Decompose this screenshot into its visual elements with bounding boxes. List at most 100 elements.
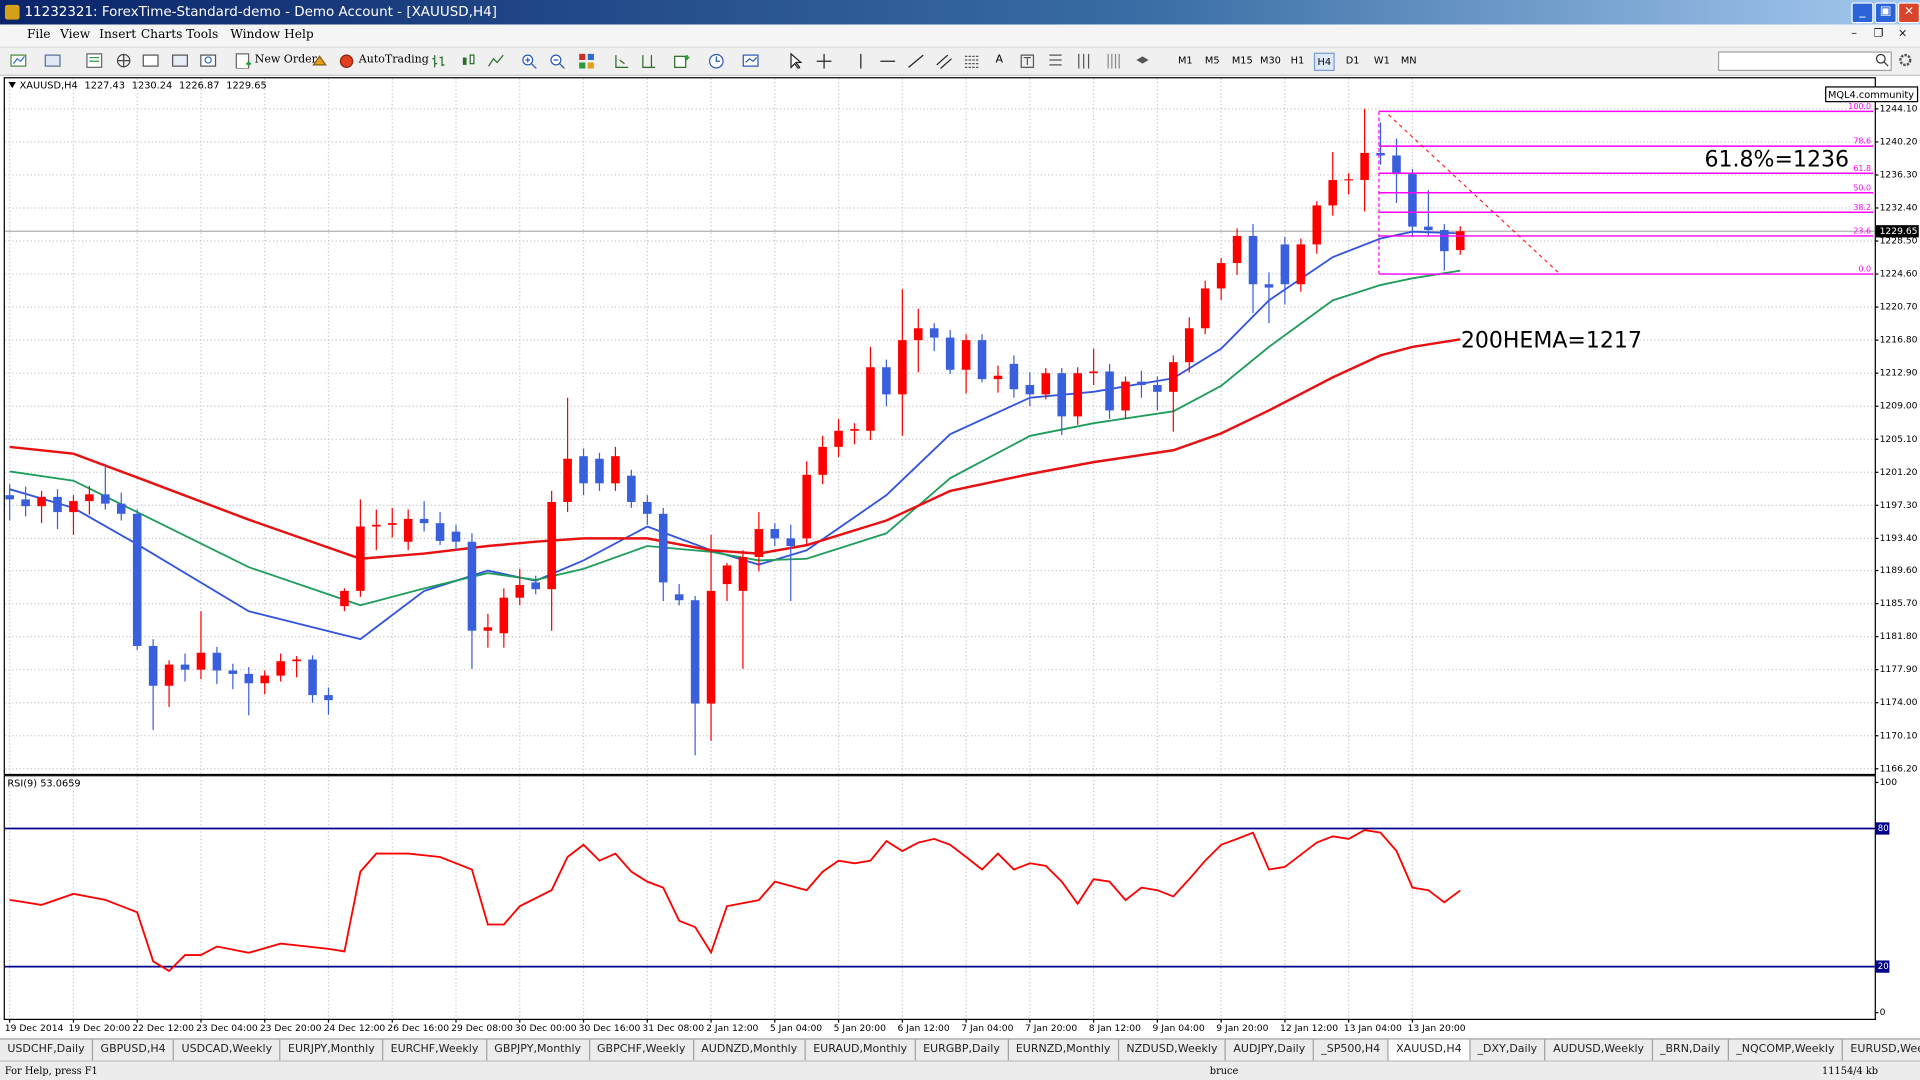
mdi-close[interactable]: × bbox=[1897, 28, 1908, 41]
new-chart-icon[interactable] bbox=[10, 53, 27, 69]
candles-icon[interactable] bbox=[459, 53, 476, 69]
navigator-icon[interactable] bbox=[115, 53, 132, 69]
menu-item[interactable]: Tools bbox=[186, 28, 219, 42]
y-tick-label: 1212.90 bbox=[1880, 368, 1918, 379]
menu-item[interactable]: File bbox=[26, 28, 51, 42]
fibo-icon[interactable] bbox=[964, 53, 981, 69]
templates-icon[interactable] bbox=[742, 53, 759, 69]
chart-shift-icon[interactable] bbox=[639, 53, 656, 69]
chart-tab[interactable]: _NQCOMP,Weekly bbox=[1729, 1039, 1844, 1062]
autoscroll-icon[interactable] bbox=[612, 53, 629, 69]
candle-body bbox=[85, 494, 94, 502]
new-order-icon[interactable] bbox=[235, 53, 252, 69]
y-tick-label: 1197.30 bbox=[1880, 500, 1918, 511]
indicators-icon[interactable] bbox=[673, 53, 690, 69]
vertical-line-icon[interactable] bbox=[852, 53, 869, 69]
chart-tab[interactable]: NZDUSD,Weekly bbox=[1119, 1039, 1227, 1062]
candle-body bbox=[483, 627, 493, 631]
chart-tab[interactable]: _SP500,H4 bbox=[1314, 1039, 1389, 1062]
timeframe-button[interactable]: H1 bbox=[1290, 55, 1305, 67]
line-chart-icon[interactable] bbox=[487, 53, 504, 69]
cursor-icon[interactable] bbox=[786, 52, 803, 69]
timeframe-button[interactable]: M5 bbox=[1204, 55, 1220, 67]
chart-tab[interactable]: USDCAD,Weekly bbox=[174, 1039, 281, 1062]
menu-item[interactable]: Window bbox=[230, 28, 281, 42]
candle-body bbox=[1105, 371, 1114, 411]
autotrading-button[interactable]: AutoTrading bbox=[358, 53, 429, 67]
menu-item[interactable]: View bbox=[60, 28, 91, 42]
zoom-in-icon[interactable] bbox=[520, 53, 537, 69]
chart-tab[interactable]: EURGBP,Daily bbox=[916, 1039, 1009, 1062]
chart-tab[interactable]: USDCHF,Daily bbox=[0, 1039, 94, 1062]
chart-tab[interactable]: EURCHF,Weekly bbox=[383, 1039, 487, 1062]
chart-tab[interactable]: GBPJPY,Monthly bbox=[487, 1039, 590, 1062]
candle-body bbox=[1376, 152, 1385, 156]
mdi-restore[interactable]: ❐ bbox=[1873, 28, 1884, 41]
candle-body bbox=[116, 503, 126, 514]
crosshair-icon[interactable] bbox=[816, 53, 833, 69]
periods-icon[interactable] bbox=[708, 53, 725, 69]
menu-item[interactable]: Insert bbox=[99, 28, 137, 42]
y-tick-label: 1232.40 bbox=[1880, 202, 1918, 213]
minimize-button[interactable]: _ bbox=[1851, 2, 1874, 24]
symbol-menu-arrow[interactable] bbox=[8, 82, 16, 89]
timeframe-button[interactable]: M1 bbox=[1177, 55, 1193, 67]
market-watch-icon[interactable] bbox=[86, 53, 103, 69]
zoom-out-icon[interactable] bbox=[549, 53, 566, 69]
horizontal-line-icon[interactable] bbox=[879, 53, 896, 69]
timeframe-button[interactable]: MN bbox=[1400, 55, 1417, 67]
zoom-icon[interactable] bbox=[200, 53, 217, 69]
candle-body bbox=[913, 328, 923, 341]
x-tick-label: 19 Dec 2014 bbox=[5, 1023, 64, 1034]
timeframe-button[interactable]: M30 bbox=[1260, 55, 1281, 67]
badge[interactable]: MQL4.community bbox=[1828, 90, 1914, 101]
candle-body bbox=[658, 513, 668, 583]
timeframe-button[interactable]: M15 bbox=[1231, 55, 1253, 67]
chart-tab[interactable]: EURJPY,Monthly bbox=[281, 1039, 384, 1062]
chart-tab[interactable]: XAUUSD,H4 bbox=[1388, 1039, 1471, 1062]
chart-tab[interactable]: _DXY,Daily bbox=[1470, 1039, 1546, 1062]
menu-item[interactable]: Charts bbox=[140, 28, 183, 42]
objects-icon[interactable] bbox=[1134, 53, 1151, 69]
chart-tab[interactable]: EURUSD,Weekly bbox=[1843, 1040, 1920, 1062]
candle-body bbox=[387, 523, 397, 525]
timeframe-button[interactable]: W1 bbox=[1373, 55, 1390, 67]
metaeditor-icon[interactable] bbox=[311, 53, 328, 69]
chart-tab[interactable]: _BRN,Daily bbox=[1653, 1039, 1729, 1062]
tester-icon[interactable] bbox=[171, 53, 188, 69]
chart-tab[interactable]: EURNZD,Monthly bbox=[1008, 1039, 1120, 1062]
grid-icon[interactable] bbox=[1104, 53, 1121, 69]
close-button[interactable]: × bbox=[1897, 2, 1920, 24]
badge-box[interactable] bbox=[1825, 86, 1919, 103]
y-tick-label: 1216.80 bbox=[1880, 335, 1918, 346]
chart-tab[interactable]: EURAUD,Monthly bbox=[806, 1039, 916, 1062]
chart-tab[interactable]: AUDJPY,Daily bbox=[1226, 1039, 1314, 1062]
timeframe-button[interactable]: D1 bbox=[1345, 55, 1360, 67]
chart-tab[interactable]: GBPUSD,H4 bbox=[93, 1039, 175, 1062]
settings-icon[interactable] bbox=[1897, 51, 1914, 67]
search-box[interactable] bbox=[1717, 51, 1892, 72]
rsi-level-label: 80 bbox=[1878, 824, 1889, 834]
chart-tab[interactable]: AUDUSD,Weekly bbox=[1546, 1039, 1653, 1062]
chart-tab[interactable]: GBPCHF,Weekly bbox=[590, 1039, 694, 1062]
trendline-icon[interactable] bbox=[907, 53, 924, 69]
candle-body bbox=[1296, 244, 1306, 285]
timeframe-button[interactable]: H4 bbox=[1313, 52, 1335, 72]
candle-body bbox=[1264, 284, 1274, 288]
channel-icon[interactable] bbox=[936, 53, 953, 69]
mdi-minimize[interactable]: – bbox=[1851, 28, 1857, 41]
terminal-icon[interactable] bbox=[142, 53, 159, 69]
chart-tab[interactable]: AUDNZD,Monthly bbox=[694, 1039, 806, 1062]
new-order-button[interactable]: New Order bbox=[254, 53, 317, 67]
maximize-button[interactable]: ▣ bbox=[1874, 2, 1897, 24]
text-tool[interactable]: A bbox=[995, 53, 1004, 67]
search-icon[interactable] bbox=[1873, 51, 1890, 67]
arrows-icon[interactable] bbox=[1047, 53, 1064, 69]
bar-chart-icon[interactable] bbox=[431, 53, 448, 69]
menu-item[interactable]: Help bbox=[284, 28, 314, 42]
period-sep-icon[interactable] bbox=[1075, 53, 1092, 69]
profiles-icon[interactable] bbox=[44, 53, 61, 69]
label-icon[interactable] bbox=[1019, 53, 1036, 69]
tile-icon[interactable] bbox=[578, 53, 595, 69]
autotrading-icon[interactable] bbox=[338, 53, 355, 69]
